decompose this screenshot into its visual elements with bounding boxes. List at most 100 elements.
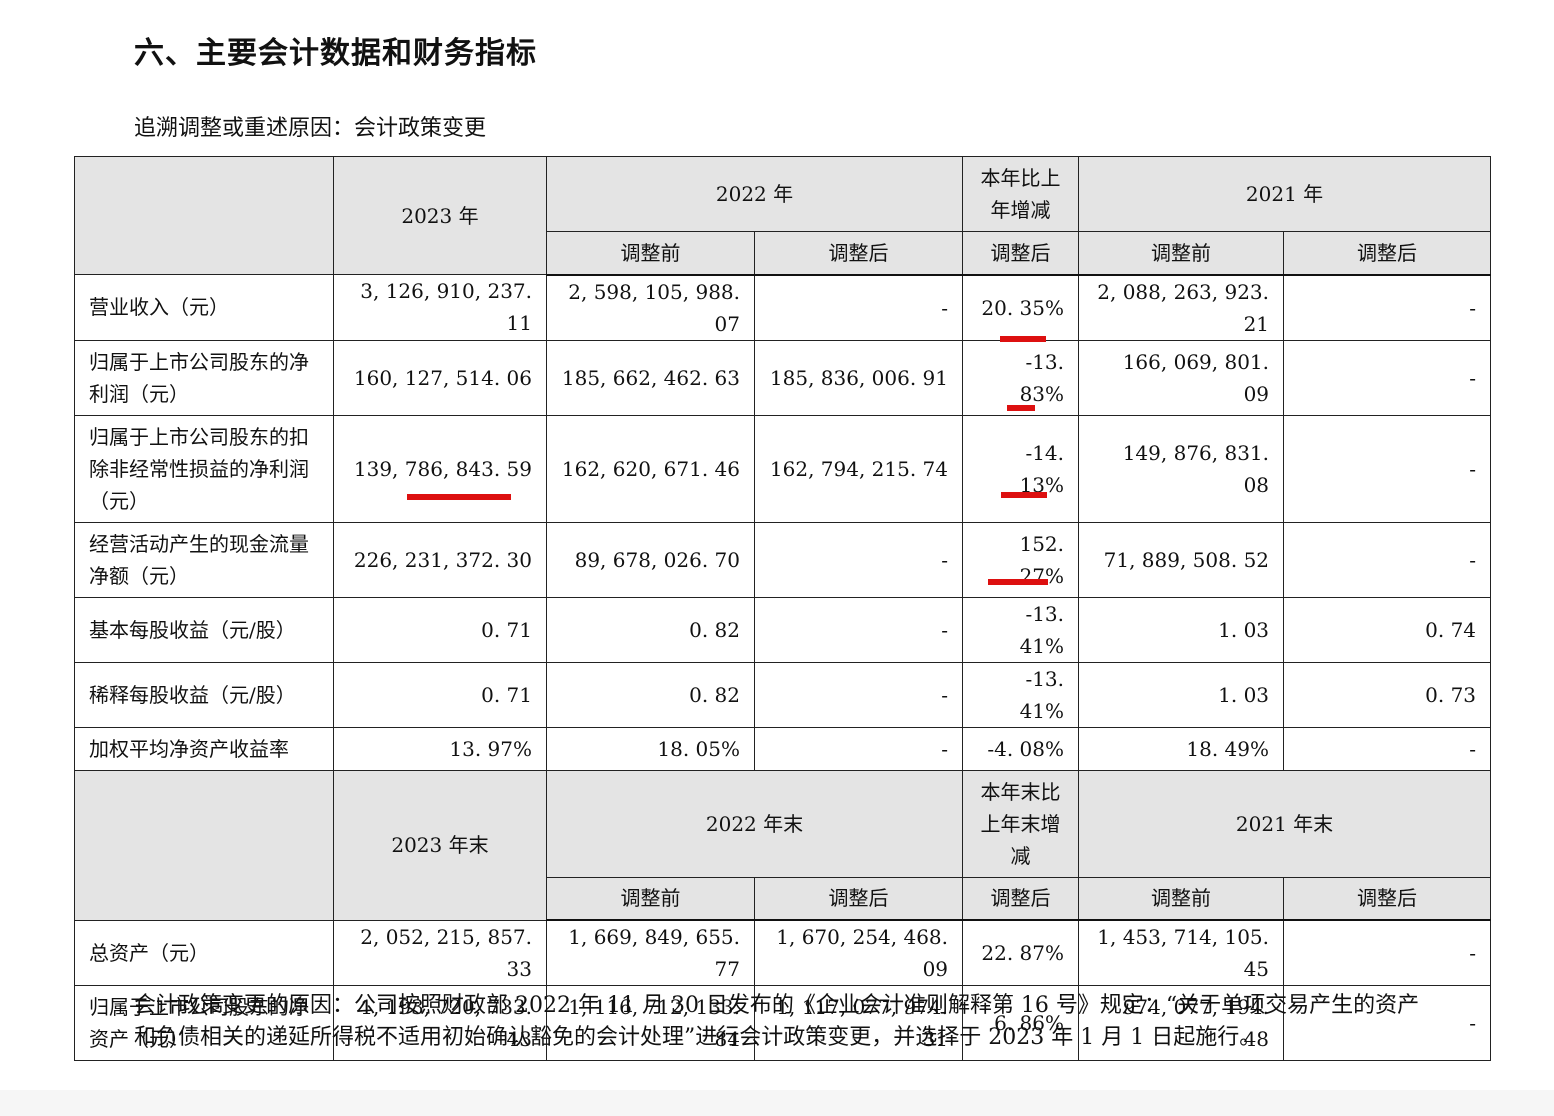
col-2021-end-after: 调整后	[1283, 876, 1492, 921]
col-change-end: 本年末比上年末增减	[962, 769, 1080, 878]
change-value: 20. 35%	[981, 295, 1065, 320]
cell-2022-before: 2, 598, 105, 988. 07	[546, 274, 755, 341]
col-change-end-after: 调整后	[962, 876, 1080, 921]
restatement-reason: 追溯调整或重述原因：会计政策变更	[134, 116, 487, 141]
cell-change: -13. 41%	[962, 661, 1080, 728]
cell-2022-after: 162, 794, 215. 74	[753, 414, 964, 523]
cell-change: 152. 27%	[962, 521, 1080, 598]
red-underline	[988, 578, 1049, 585]
cell-2022-after: -	[753, 596, 964, 663]
col-2022: 2022 年	[545, 156, 964, 232]
cell-2023: 3, 126, 910, 237. 11	[333, 274, 547, 341]
red-underline	[1000, 335, 1047, 342]
row-label: 归属于上市公司股东的净资产（元）	[74, 985, 334, 1061]
cell-2023: 13. 97%	[333, 726, 547, 771]
cell-2022-before: 185, 662, 462. 63	[546, 339, 755, 416]
col-change-after: 调整后	[962, 231, 1080, 276]
col-2021-end: 2021 年末	[1078, 769, 1492, 878]
cell-2021-before: 166, 069, 801. 09	[1078, 339, 1285, 416]
col-2023: 2023 年	[333, 156, 547, 275]
table-row: 稀释每股收益（元/股） 0. 71 0. 82 - -13. 41% 1. 03…	[74, 661, 1492, 728]
table-row: 基本每股收益（元/股） 0. 71 0. 82 - -13. 41% 1. 03…	[74, 596, 1492, 663]
row-label: 经营活动产生的现金流量净额（元）	[74, 521, 334, 598]
col-2022-before: 调整前	[546, 231, 755, 276]
col-2021-before: 调整前	[1078, 231, 1285, 276]
cell-change: -4. 08%	[962, 726, 1080, 771]
cell-2021-before: 71, 889, 508. 52	[1078, 521, 1285, 598]
cell-2021-after: -	[1283, 919, 1492, 986]
cell-2022-before: 1, 116, 712, 133. 84	[546, 985, 755, 1061]
cell-2022-after: 185, 836, 006. 91	[753, 339, 964, 416]
cell-2023: 160, 127, 514. 06	[333, 339, 547, 416]
cell-2022-after: -	[753, 521, 964, 598]
table-row: 归属于上市公司股东的扣除非经常性损益的净利润（元） 139, 786, 843.…	[74, 414, 1492, 523]
col-change: 本年比上年增减	[962, 156, 1080, 232]
cell-change: -13. 41%	[962, 596, 1080, 663]
value-2023: 139, 786, 843. 59	[353, 456, 532, 481]
row-label: 归属于上市公司股东的净利润（元）	[74, 339, 334, 416]
cell-2021-after: 0. 73	[1283, 661, 1492, 728]
financial-indicators-table: 2023 年 2022 年 本年比上年增减 2021 年 调整前 调整后 调整后…	[74, 156, 1492, 1061]
cell-2021-before: 2, 088, 263, 923. 21	[1078, 274, 1285, 341]
col-2022-after: 调整后	[753, 231, 964, 276]
change-value: -14. 13%	[1019, 440, 1065, 497]
table-row: 经营活动产生的现金流量净额（元） 226, 231, 372. 30 89, 6…	[74, 521, 1492, 598]
section-heading: 六、主要会计数据和财务指标	[134, 36, 537, 71]
row-label: 营业收入（元）	[74, 274, 334, 341]
policy-change-note: 会计政策变更的原因：公司按照财政部 2022 年 11 月 30 日发布的《企业…	[134, 993, 1420, 1050]
page-bottom-edge	[0, 1090, 1554, 1116]
col-2023-end: 2023 年末	[333, 769, 547, 921]
col-2021-end-before: 调整前	[1078, 876, 1285, 921]
cell-change: 6. 86%	[962, 985, 1080, 1061]
row-label: 加权平均净资产收益率	[74, 726, 334, 771]
cell-2022-after: -	[753, 661, 964, 728]
cell-2023: 1, 193, 720, 733. 43	[333, 985, 547, 1061]
table-row: 营业收入（元） 3, 126, 910, 237. 11 2, 598, 105…	[74, 274, 1492, 342]
cell-2021-after: -	[1283, 339, 1492, 416]
cell-2023: 0. 71	[333, 661, 547, 728]
table-row: 总资产（元） 2, 052, 215, 857. 33 1, 669, 849,…	[74, 919, 1492, 986]
cell-2021-before: 1. 03	[1078, 596, 1285, 663]
col-2022-end: 2022 年末	[545, 769, 964, 878]
cell-2021-before: 18. 49%	[1078, 726, 1285, 771]
cell-2021-after: -	[1283, 414, 1492, 523]
table-row: 归属于上市公司股东的净利润（元） 160, 127, 514. 06 185, …	[74, 339, 1492, 416]
col-2022-end-before: 调整前	[546, 876, 755, 921]
row-label: 稀释每股收益（元/股）	[74, 661, 334, 728]
cell-change: 22. 87%	[962, 919, 1080, 986]
cell-2022-after: -	[753, 726, 964, 771]
cell-2023: 2, 052, 215, 857. 33	[333, 919, 547, 986]
row-label: 基本每股收益（元/股）	[74, 596, 334, 663]
cell-2021-after: 0. 74	[1283, 596, 1492, 663]
table-row: 归属于上市公司股东的净资产（元） 1, 193, 720, 733. 43 1,…	[74, 985, 1492, 1061]
red-underline	[407, 493, 511, 500]
cell-2022-after: -	[753, 274, 964, 341]
cell-2021-after: -	[1283, 521, 1492, 598]
cell-change: -13. 83%	[962, 339, 1080, 416]
cell-2022-before: 0. 82	[546, 596, 755, 663]
col-2022-end-after: 调整后	[753, 876, 964, 921]
cell-change: -14. 13%	[962, 414, 1080, 523]
cell-2021-before: 1, 453, 714, 105. 45	[1078, 919, 1285, 986]
red-underline	[1001, 491, 1048, 498]
cell-change: 20. 35%	[962, 274, 1080, 342]
cell-2023: 139, 786, 843. 59	[333, 414, 547, 523]
red-underline	[1007, 404, 1036, 411]
corner-cell	[74, 769, 334, 921]
cell-2022-before: 1, 669, 849, 655. 77	[546, 919, 755, 986]
cell-2022-before: 162, 620, 671. 46	[546, 414, 755, 523]
cell-2021-after: -	[1283, 274, 1492, 341]
cell-2022-before: 18. 05%	[546, 726, 755, 771]
change-value: -13. 83%	[1019, 349, 1065, 406]
cell-2023: 226, 231, 372. 30	[333, 521, 547, 598]
col-2021: 2021 年	[1078, 156, 1492, 232]
row-label: 总资产（元）	[74, 919, 334, 986]
cell-2021-after: -	[1283, 985, 1492, 1061]
cell-2021-before: 149, 876, 831. 08	[1078, 414, 1285, 523]
col-2021-after: 调整后	[1283, 231, 1492, 276]
cell-2021-before: 1. 03	[1078, 661, 1285, 728]
cell-2022-after: 1, 117, 077, 974. 31	[753, 985, 964, 1061]
cell-2023: 0. 71	[333, 596, 547, 663]
table-row: 加权平均净资产收益率 13. 97% 18. 05% - -4. 08% 18.…	[74, 726, 1492, 771]
cell-2022-before: 89, 678, 026. 70	[546, 521, 755, 598]
